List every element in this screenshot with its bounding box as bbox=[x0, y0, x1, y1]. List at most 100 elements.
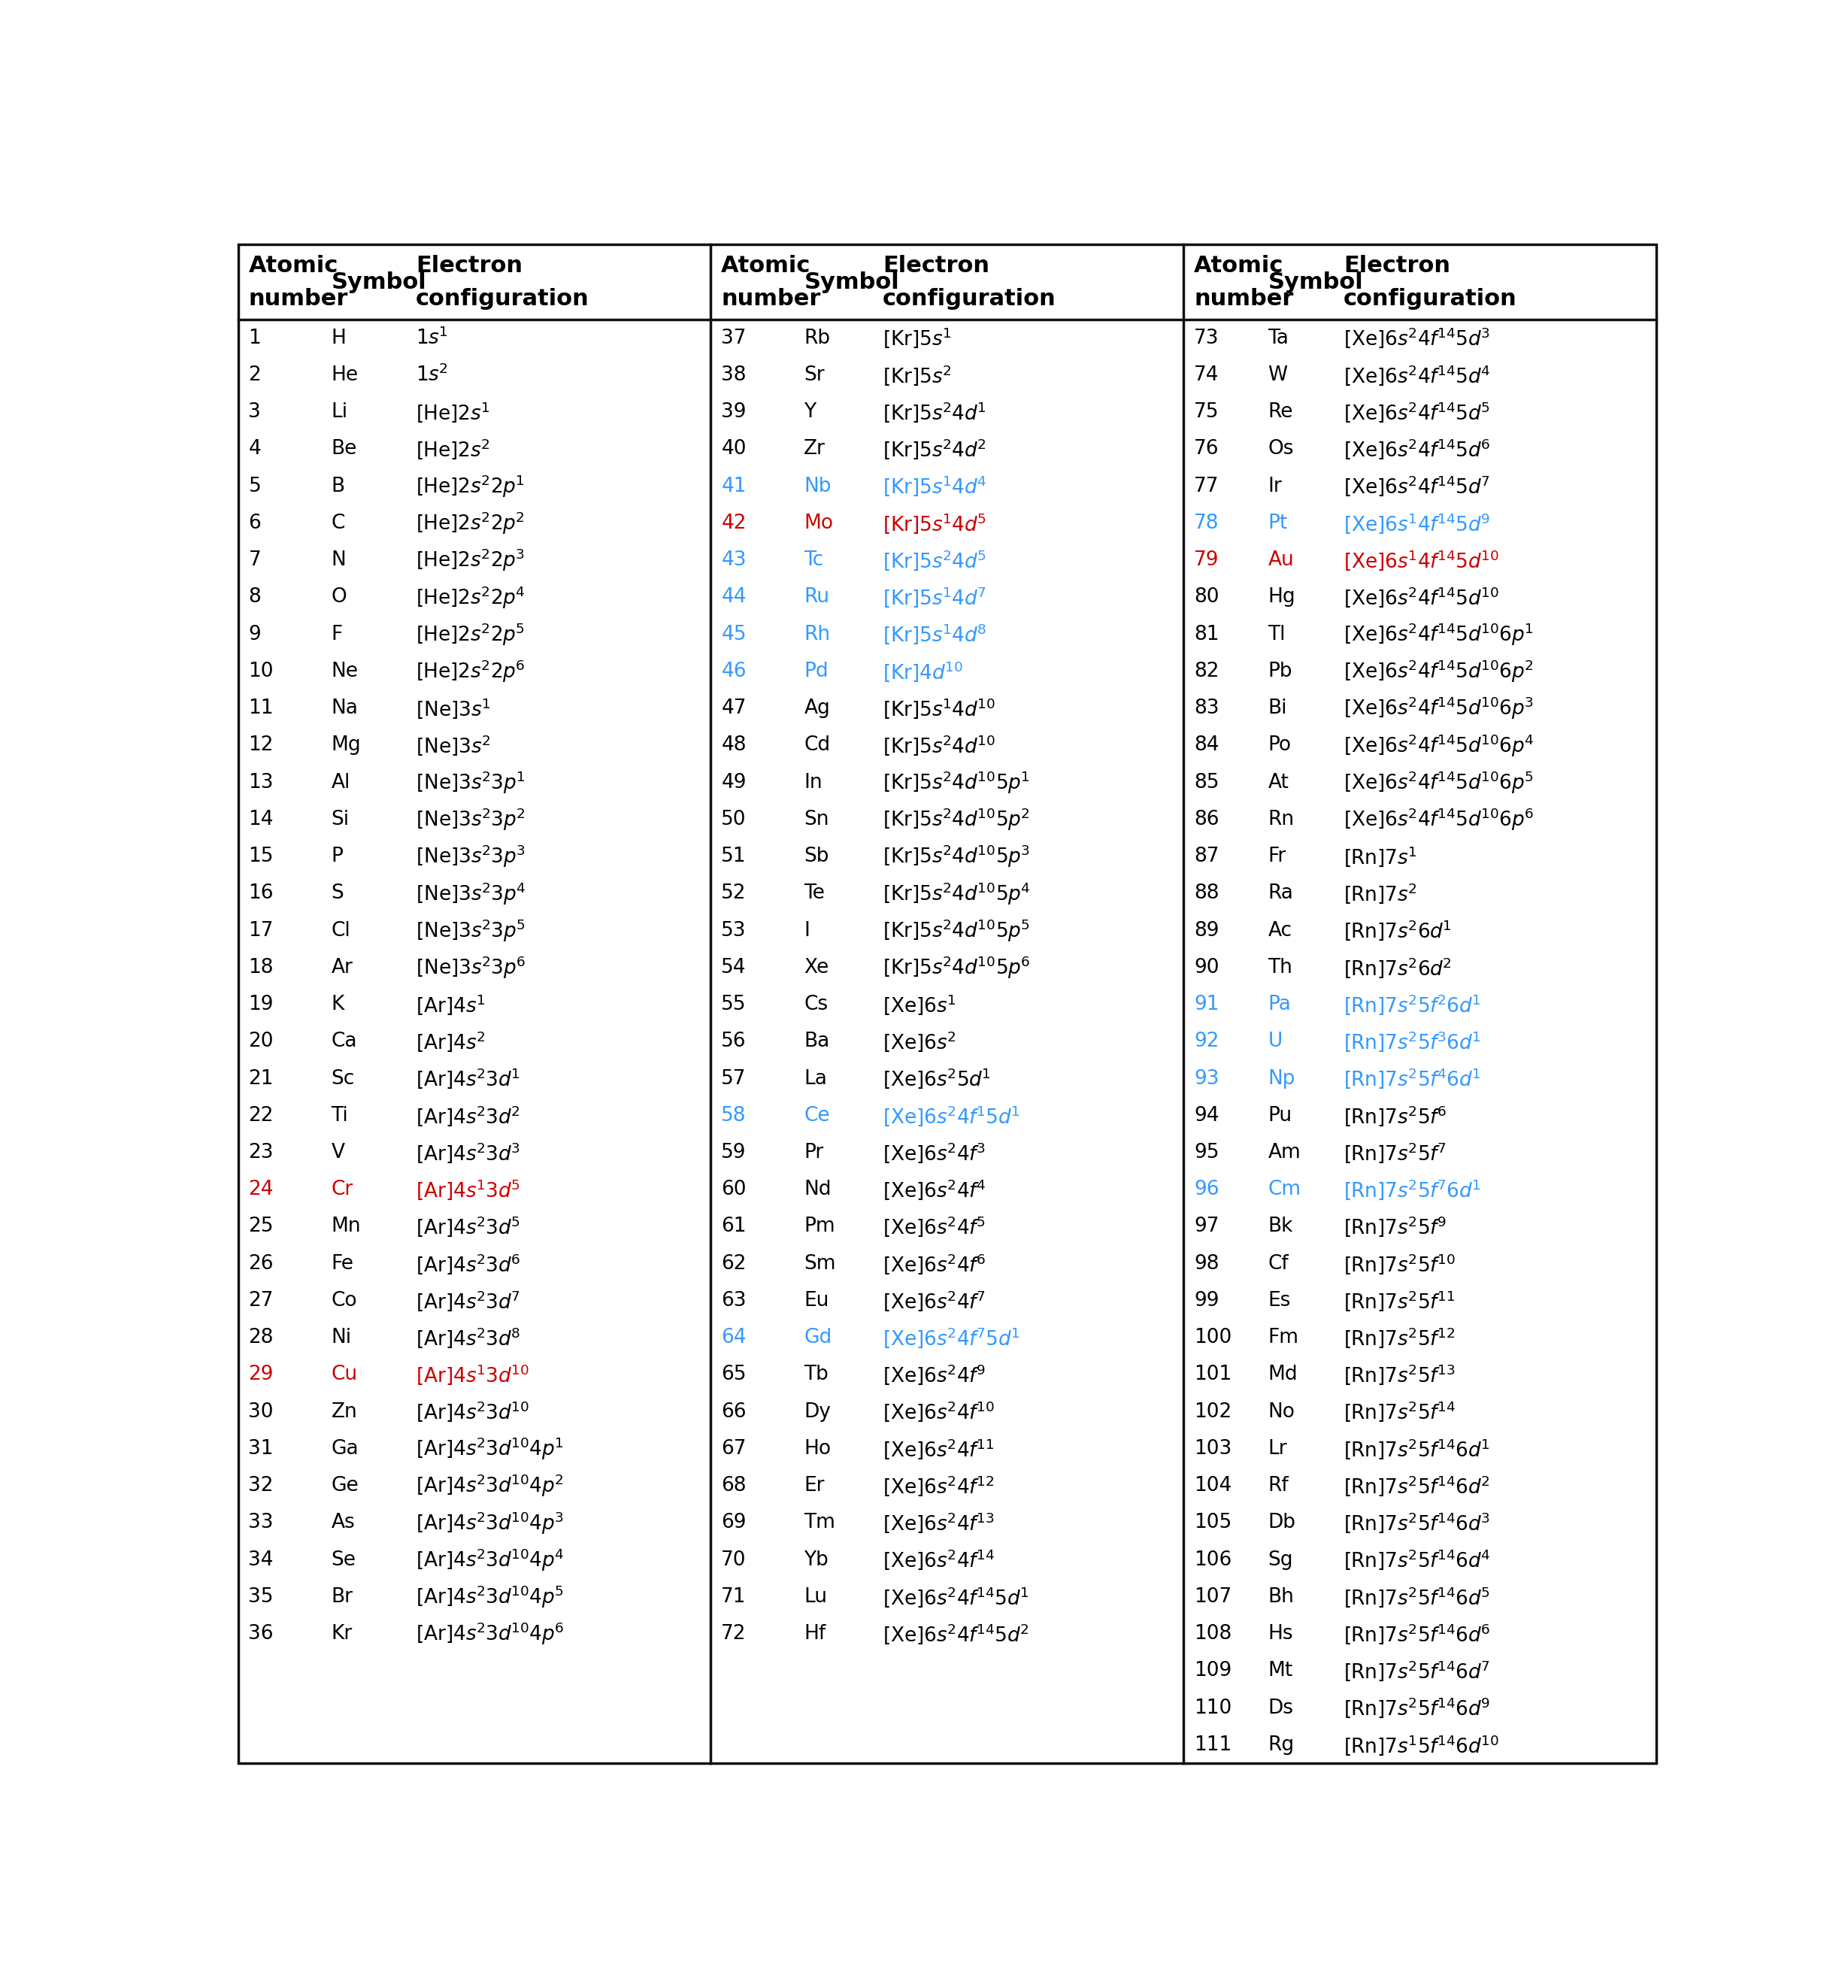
Text: K: K bbox=[331, 994, 344, 1014]
Text: Si: Si bbox=[331, 809, 349, 829]
Text: 33: 33 bbox=[248, 1513, 274, 1533]
Text: Fr: Fr bbox=[1268, 847, 1286, 867]
Text: [Xe]6$s$$^{2}$4$f$$^{14}$5$d$$^{1}$: [Xe]6$s$$^{2}$4$f$$^{14}$5$d$$^{1}$ bbox=[883, 1584, 1029, 1608]
Text: [Kr]5$s$$^{2}$4$d$$^{10}$: [Kr]5$s$$^{2}$4$d$$^{10}$ bbox=[883, 734, 996, 757]
Text: [Ne]3$s$$^{2}$: [Ne]3$s$$^{2}$ bbox=[416, 734, 490, 757]
Text: Ar: Ar bbox=[331, 958, 353, 978]
Text: 99: 99 bbox=[1194, 1290, 1220, 1310]
Text: [Kr]5$s$$^{1}$4$d$$^{8}$: [Kr]5$s$$^{1}$4$d$$^{8}$ bbox=[883, 622, 987, 646]
Text: Ce: Ce bbox=[804, 1105, 830, 1125]
Text: Sn: Sn bbox=[804, 809, 830, 829]
Text: 27: 27 bbox=[248, 1290, 274, 1310]
Text: U: U bbox=[1268, 1032, 1283, 1052]
Text: 35: 35 bbox=[248, 1586, 274, 1606]
Text: 30: 30 bbox=[248, 1402, 274, 1421]
Text: [Kr]5$s$$^{2}$4$d$$^{10}$5$p$$^{2}$: [Kr]5$s$$^{2}$4$d$$^{10}$5$p$$^{2}$ bbox=[883, 807, 1029, 833]
Text: Zr: Zr bbox=[804, 439, 826, 459]
Text: [Xe]6$s$$^{2}$4$f$$^{14}$5$d$$^{10}$: [Xe]6$s$$^{2}$4$f$$^{14}$5$d$$^{10}$ bbox=[1343, 584, 1499, 608]
Text: [Ar]4$s$$^{2}$3$d$$^{8}$: [Ar]4$s$$^{2}$3$d$$^{8}$ bbox=[416, 1326, 521, 1350]
Text: 72: 72 bbox=[721, 1624, 747, 1644]
Text: [Kr]5$s$$^{2}$4$d$$^{10}$5$p$$^{3}$: [Kr]5$s$$^{2}$4$d$$^{10}$5$p$$^{3}$ bbox=[883, 843, 1029, 869]
Text: Atomic: Atomic bbox=[721, 254, 811, 276]
Text: 77: 77 bbox=[1194, 477, 1220, 495]
Text: Hg: Hg bbox=[1268, 588, 1295, 606]
Text: Sb: Sb bbox=[804, 847, 830, 867]
Text: Ra: Ra bbox=[1268, 885, 1294, 903]
Text: 1: 1 bbox=[248, 328, 261, 348]
Text: [He]2$s$$^{2}$2$p$$^{5}$: [He]2$s$$^{2}$2$p$$^{5}$ bbox=[416, 622, 525, 648]
Text: [Rn]7$s$$^{2}$5$f$$^{6}$: [Rn]7$s$$^{2}$5$f$$^{6}$ bbox=[1343, 1103, 1447, 1127]
Text: Ta: Ta bbox=[1268, 328, 1288, 348]
Text: Sm: Sm bbox=[804, 1254, 835, 1274]
Text: 1$s$$^{2}$: 1$s$$^{2}$ bbox=[416, 364, 447, 386]
Text: 60: 60 bbox=[721, 1181, 747, 1199]
Text: 21: 21 bbox=[248, 1070, 274, 1087]
Text: [Rn]7$s$$^{2}$5$f$$^{14}$6$d$$^{2}$: [Rn]7$s$$^{2}$5$f$$^{14}$6$d$$^{2}$ bbox=[1343, 1473, 1489, 1497]
Text: [Ar]4$s$$^{2}$3$d$$^{1}$: [Ar]4$s$$^{2}$3$d$$^{1}$ bbox=[416, 1068, 519, 1091]
Text: 49: 49 bbox=[721, 773, 747, 791]
Text: [Rn]7$s$$^{2}$5$f$$^{13}$: [Rn]7$s$$^{2}$5$f$$^{13}$ bbox=[1343, 1364, 1456, 1388]
Text: 66: 66 bbox=[721, 1402, 747, 1421]
Text: Po: Po bbox=[1268, 736, 1292, 755]
Text: [Xe]6$s$$^{2}$4$f$$^{6}$: [Xe]6$s$$^{2}$4$f$$^{6}$ bbox=[883, 1252, 985, 1276]
Text: 7: 7 bbox=[248, 551, 261, 571]
Text: Nd: Nd bbox=[804, 1181, 832, 1199]
Text: [Xe]6$s$$^{2}$4$f$$^{14}$5$d$$^{10}$6$p$$^{6}$: [Xe]6$s$$^{2}$4$f$$^{14}$5$d$$^{10}$6$p$… bbox=[1343, 807, 1534, 833]
Text: [Rn]7$s$$^{2}$5$f$$^{14}$6$d$$^{5}$: [Rn]7$s$$^{2}$5$f$$^{14}$6$d$$^{5}$ bbox=[1343, 1584, 1489, 1608]
Text: Ir: Ir bbox=[1268, 477, 1283, 495]
Text: 53: 53 bbox=[721, 920, 747, 940]
Text: [Rn]7$s$$^{2}$5$f$$^{4}$6$d$$^{1}$: [Rn]7$s$$^{2}$5$f$$^{4}$6$d$$^{1}$ bbox=[1343, 1068, 1480, 1091]
Text: [Rn]7$s$$^{2}$6$d$$^{1}$: [Rn]7$s$$^{2}$6$d$$^{1}$ bbox=[1343, 918, 1453, 942]
Text: Au: Au bbox=[1268, 551, 1294, 571]
Text: 89: 89 bbox=[1194, 920, 1220, 940]
Text: Th: Th bbox=[1268, 958, 1292, 978]
Text: 24: 24 bbox=[248, 1181, 274, 1199]
Text: Sr: Sr bbox=[804, 366, 824, 386]
Text: [Xe]6$s$$^{1}$4$f$$^{14}$5$d$$^{9}$: [Xe]6$s$$^{1}$4$f$$^{14}$5$d$$^{9}$ bbox=[1343, 511, 1489, 535]
Text: [Kr]5$s$$^{2}$4$d$$^{1}$: [Kr]5$s$$^{2}$4$d$$^{1}$ bbox=[883, 400, 987, 423]
Text: [Xe]6$s$$^{1}$4$f$$^{14}$5$d$$^{10}$: [Xe]6$s$$^{1}$4$f$$^{14}$5$d$$^{10}$ bbox=[1343, 549, 1499, 573]
Text: La: La bbox=[804, 1070, 828, 1087]
Text: 70: 70 bbox=[721, 1551, 747, 1571]
Text: [Xe]6$s$$^{2}$4$f$$^{14}$: [Xe]6$s$$^{2}$4$f$$^{14}$ bbox=[883, 1549, 994, 1573]
Text: Ho: Ho bbox=[804, 1439, 832, 1459]
Text: 96: 96 bbox=[1194, 1181, 1220, 1199]
Text: [Kr]4$d$$^{10}$: [Kr]4$d$$^{10}$ bbox=[883, 660, 963, 684]
Text: 17: 17 bbox=[248, 920, 274, 940]
Text: 42: 42 bbox=[721, 513, 747, 533]
Text: [Ne]3$s$$^{2}$3$p$$^{5}$: [Ne]3$s$$^{2}$3$p$$^{5}$ bbox=[416, 918, 525, 944]
Text: Np: Np bbox=[1268, 1070, 1295, 1087]
Text: [Ar]4$s$$^{1}$3$d$$^{10}$: [Ar]4$s$$^{1}$3$d$$^{10}$ bbox=[416, 1364, 529, 1388]
Text: [Xe]6$s$$^{2}$4$f$$^{4}$: [Xe]6$s$$^{2}$4$f$$^{4}$ bbox=[883, 1177, 985, 1201]
Text: In: In bbox=[804, 773, 822, 791]
Text: [Rn]7$s$$^{2}$5$f$$^{3}$6$d$$^{1}$: [Rn]7$s$$^{2}$5$f$$^{3}$6$d$$^{1}$ bbox=[1343, 1030, 1480, 1054]
Text: [Xe]6$s$$^{2}$4$f$$^{14}$5$d$$^{2}$: [Xe]6$s$$^{2}$4$f$$^{14}$5$d$$^{2}$ bbox=[883, 1622, 1029, 1646]
Text: 87: 87 bbox=[1194, 847, 1220, 867]
Text: 22: 22 bbox=[248, 1105, 274, 1125]
Text: [Xe]6$s$$^{2}$4$f$$^{14}$5$d$$^{5}$: [Xe]6$s$$^{2}$4$f$$^{14}$5$d$$^{5}$ bbox=[1343, 400, 1489, 423]
Text: Electron: Electron bbox=[1343, 254, 1451, 276]
Text: 29: 29 bbox=[248, 1366, 274, 1384]
Text: [Kr]5$s$$^{2}$: [Kr]5$s$$^{2}$ bbox=[883, 364, 952, 388]
Text: [He]2$s$$^{2}$: [He]2$s$$^{2}$ bbox=[416, 437, 490, 461]
Text: Symbol: Symbol bbox=[1268, 270, 1364, 292]
Text: Cd: Cd bbox=[804, 736, 830, 755]
Text: V: V bbox=[331, 1143, 346, 1163]
Text: 54: 54 bbox=[721, 958, 747, 978]
Text: [Xe]6$s$$^{2}$4$f$$^{10}$: [Xe]6$s$$^{2}$4$f$$^{10}$ bbox=[883, 1400, 994, 1423]
Text: [Rn]7$s$$^{2}$5$f$$^{14}$6$d$$^{6}$: [Rn]7$s$$^{2}$5$f$$^{14}$6$d$$^{6}$ bbox=[1343, 1622, 1489, 1646]
Text: [Xe]6$s$$^{2}$4$f$$^{14}$5$d$$^{7}$: [Xe]6$s$$^{2}$4$f$$^{14}$5$d$$^{7}$ bbox=[1343, 475, 1489, 499]
Text: [Kr]5$s$$^{2}$4$d$$^{2}$: [Kr]5$s$$^{2}$4$d$$^{2}$ bbox=[883, 437, 987, 461]
Text: [Xe]6$s$$^{2}$: [Xe]6$s$$^{2}$ bbox=[883, 1030, 955, 1054]
Text: Sc: Sc bbox=[331, 1070, 355, 1087]
Text: Cu: Cu bbox=[331, 1366, 359, 1384]
Text: 39: 39 bbox=[721, 402, 747, 421]
Text: 67: 67 bbox=[721, 1439, 747, 1459]
Text: 69: 69 bbox=[721, 1513, 747, 1533]
Text: [Ne]3$s$$^{2}$3$p$$^{4}$: [Ne]3$s$$^{2}$3$p$$^{4}$ bbox=[416, 881, 525, 907]
Text: 108: 108 bbox=[1194, 1624, 1233, 1644]
Text: 102: 102 bbox=[1194, 1402, 1233, 1421]
Text: [Rn]7$s$$^{2}$5$f$$^{9}$: [Rn]7$s$$^{2}$5$f$$^{9}$ bbox=[1343, 1215, 1447, 1239]
Text: 92: 92 bbox=[1194, 1032, 1220, 1052]
Text: 93: 93 bbox=[1194, 1070, 1220, 1087]
